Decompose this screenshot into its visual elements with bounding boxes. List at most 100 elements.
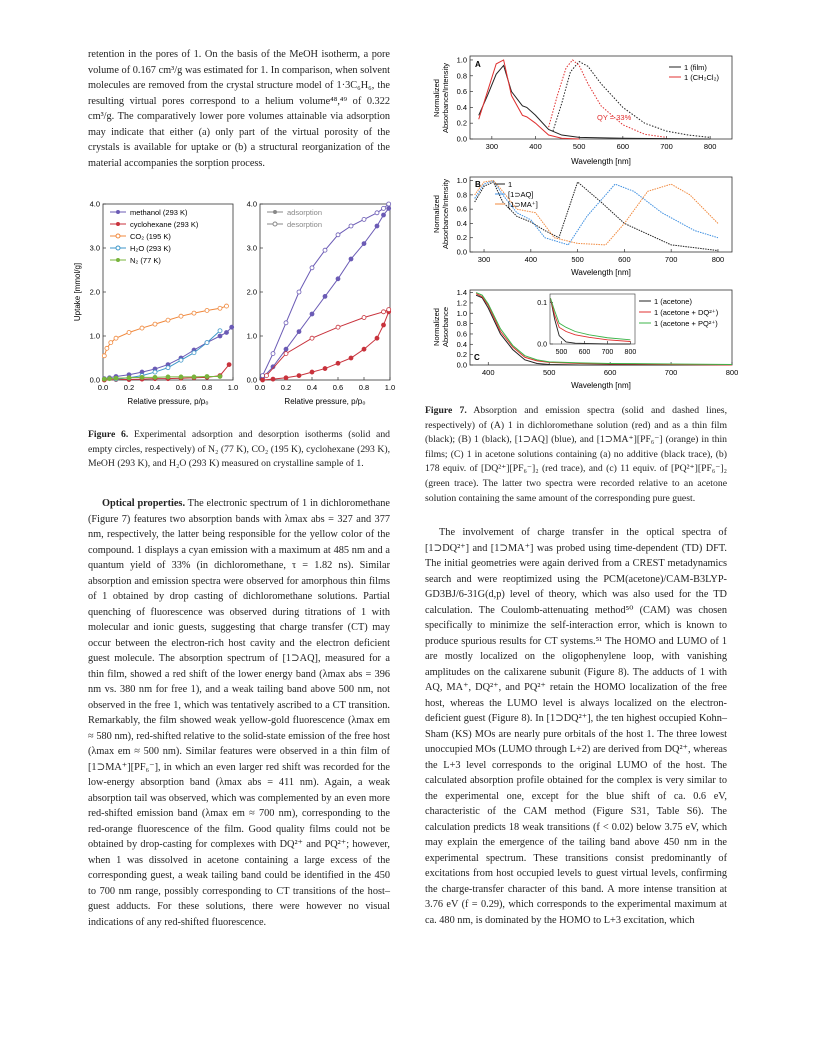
x-tick-label: 0.6 bbox=[333, 383, 343, 392]
fig6-caption-text: Experimental adsorption and desorption i… bbox=[88, 429, 391, 470]
x-tick-label: 400 bbox=[529, 142, 542, 151]
series-line bbox=[548, 59, 667, 138]
fig6-ylabel: Uptake [mmol/g] bbox=[73, 263, 82, 321]
panel-b-legend-1: 1 bbox=[508, 180, 512, 189]
ct-paragraph: The involvement of charge transfer in th… bbox=[425, 527, 727, 926]
y-tick-label: 0.6 bbox=[457, 87, 467, 96]
x-tick-label: 700 bbox=[665, 255, 678, 264]
x-tick-label: 600 bbox=[618, 255, 631, 264]
series-line bbox=[550, 298, 631, 341]
data-point bbox=[126, 375, 132, 381]
data-point bbox=[309, 265, 315, 271]
data-point bbox=[335, 276, 341, 282]
data-point bbox=[381, 322, 386, 328]
data-point bbox=[178, 374, 184, 380]
panel-a-ylabel-2: Absorbance/Intensity bbox=[441, 63, 450, 133]
series-line bbox=[474, 180, 719, 246]
y-tick-label: 0.8 bbox=[457, 71, 467, 80]
y-tick-label: 0.6 bbox=[457, 329, 467, 338]
fig7-caption-text: Absorption and emission spectra (solid a… bbox=[425, 405, 727, 504]
data-point bbox=[264, 373, 269, 379]
data-point bbox=[374, 210, 380, 216]
x-tick-label: 700 bbox=[665, 368, 678, 377]
y-tick-label: 4.0 bbox=[247, 200, 257, 209]
data-point bbox=[108, 340, 114, 346]
y-tick-label: 1.0 bbox=[457, 176, 467, 185]
series-line bbox=[550, 298, 631, 345]
data-point bbox=[283, 351, 289, 357]
series-line bbox=[474, 179, 719, 246]
data-point bbox=[283, 320, 289, 326]
x-tick-label: 0.8 bbox=[202, 383, 212, 392]
fig7-caption-label: Figure 7. bbox=[425, 405, 467, 416]
data-point bbox=[165, 374, 171, 380]
x-tick-label: 0.8 bbox=[359, 383, 369, 392]
panel-a-ylabel-1: Normalized bbox=[432, 79, 441, 117]
panel-b-legend-ma: [1⊃MA⁺] bbox=[508, 200, 538, 209]
panel-c-legend-acetone: 1 (acetone) bbox=[654, 297, 692, 306]
data-point bbox=[152, 321, 158, 327]
data-point bbox=[283, 375, 289, 381]
data-point bbox=[204, 308, 210, 313]
data-point bbox=[309, 335, 315, 341]
data-point bbox=[152, 374, 158, 380]
x-tick-label: 0.0 bbox=[255, 383, 265, 392]
data-point bbox=[270, 351, 276, 357]
left-column-optical: Optical properties. The electronic spect… bbox=[88, 496, 390, 930]
intro-paragraph: retention in the pores of 1. On the basi… bbox=[88, 49, 390, 169]
left-column-intro: retention in the pores of 1. On the basi… bbox=[88, 47, 390, 171]
x-tick-label: 800 bbox=[726, 368, 739, 377]
y-tick-label: 3.0 bbox=[90, 244, 100, 253]
data-point bbox=[152, 369, 158, 375]
panel-b-legend-aq: [1⊃AQ] bbox=[508, 190, 533, 199]
data-point bbox=[113, 335, 119, 341]
x-tick-label: 800 bbox=[704, 142, 717, 151]
x-tick-label: 300 bbox=[486, 142, 499, 151]
panel-c-legend-dq: 1 (acetone + DQ²⁺) bbox=[654, 308, 719, 317]
figure-6-caption: Figure 6. Experimental adsorption and de… bbox=[88, 428, 390, 472]
panel-b-ylabel-1: Normalized bbox=[432, 195, 441, 233]
fig7-panel-b: 300 400 500 600 700 800 0.0 0.2 0.4 0.6 0.8 1.0 B 1… bbox=[432, 176, 733, 277]
data-point bbox=[309, 369, 315, 375]
data-point bbox=[296, 329, 302, 335]
data-point bbox=[178, 357, 184, 363]
figure-7-caption: Figure 7. Absorption and emission spectr… bbox=[425, 404, 727, 506]
x-tick-label: 1.0 bbox=[385, 383, 395, 392]
data-point bbox=[348, 223, 354, 229]
data-point bbox=[296, 373, 302, 379]
panel-a-legend-solution: 1 (CH₂Cl₂) bbox=[684, 73, 719, 82]
x-tick-label: 700 bbox=[602, 349, 614, 356]
data-point bbox=[386, 201, 392, 207]
panel-b-tag: B bbox=[475, 180, 481, 189]
data-point bbox=[386, 307, 392, 312]
panel-c-xlabel: Wavelength [nm] bbox=[571, 381, 631, 390]
x-tick-label: 500 bbox=[556, 349, 568, 356]
data-point bbox=[361, 346, 367, 352]
x-tick-label: 400 bbox=[525, 255, 538, 264]
data-point bbox=[260, 377, 266, 383]
x-tick-label: 0.2 bbox=[124, 383, 134, 392]
y-tick-label: 0.8 bbox=[457, 319, 467, 328]
y-tick-label: 0.0 bbox=[90, 376, 100, 385]
y-tick-label: 0.4 bbox=[457, 219, 467, 228]
data-point bbox=[381, 212, 386, 218]
data-point bbox=[322, 366, 328, 371]
y-tick-label: 0.8 bbox=[457, 190, 467, 199]
data-point bbox=[217, 374, 223, 379]
fig6-legend-left: methanol (293 K) cyclohexane (293 K) CO₂… bbox=[110, 208, 199, 265]
y-tick-label: 1.2 bbox=[457, 298, 467, 307]
y-tick-label: 1.0 bbox=[247, 332, 257, 341]
optical-heading: Optical properties. bbox=[102, 498, 186, 509]
data-point bbox=[165, 365, 171, 371]
data-point bbox=[204, 374, 210, 379]
data-point bbox=[260, 373, 266, 379]
y-tick-label: 1.0 bbox=[457, 309, 467, 318]
y-tick-label: 0.4 bbox=[457, 103, 467, 112]
x-tick-label: 600 bbox=[617, 142, 630, 151]
y-tick-label: 0.2 bbox=[457, 350, 467, 359]
data-point bbox=[178, 313, 184, 319]
data-point bbox=[386, 205, 392, 211]
series-line bbox=[478, 64, 711, 140]
fig7-panel-a: 300 400 500 600 700 800 0.0 0.2 0.4 0.6 0.8 1.0 A Q… bbox=[432, 55, 733, 166]
